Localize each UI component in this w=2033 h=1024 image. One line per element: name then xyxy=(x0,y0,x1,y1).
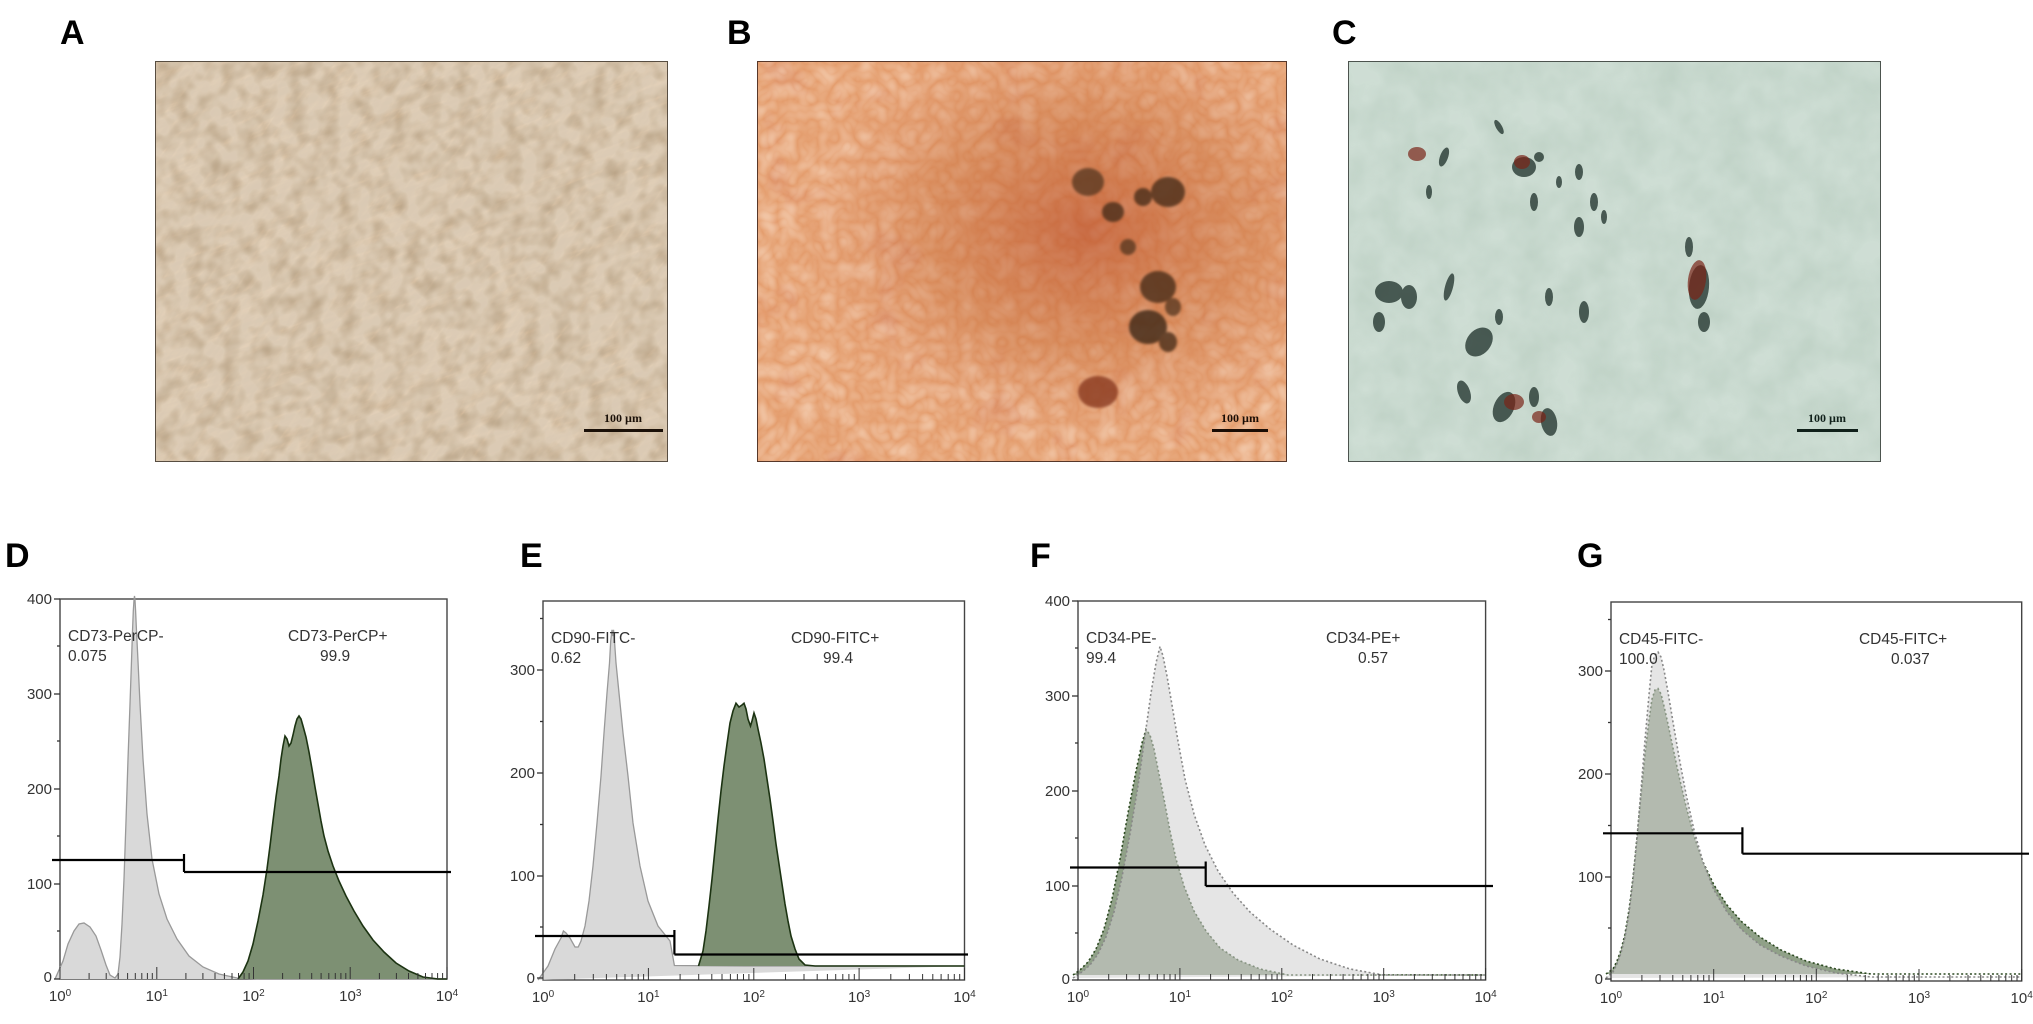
svg-text:0.57: 0.57 xyxy=(1358,650,1388,667)
svg-text:103: 103 xyxy=(1373,988,1396,1006)
svg-text:101: 101 xyxy=(146,988,169,1006)
svg-text:103: 103 xyxy=(847,989,870,1007)
svg-text:104: 104 xyxy=(2011,989,2033,1007)
svg-text:100: 100 xyxy=(27,876,52,893)
svg-text:100: 100 xyxy=(531,989,554,1007)
svg-text:104: 104 xyxy=(1475,988,1498,1006)
svg-text:0: 0 xyxy=(44,969,52,986)
svg-text:104: 104 xyxy=(953,989,976,1007)
svg-text:0.075: 0.075 xyxy=(68,648,107,665)
svg-text:99.9: 99.9 xyxy=(320,648,350,665)
svg-text:101: 101 xyxy=(1703,989,1726,1007)
svg-text:300: 300 xyxy=(27,686,52,703)
svg-text:99.4: 99.4 xyxy=(823,650,854,667)
svg-text:100: 100 xyxy=(49,988,72,1006)
svg-text:CD90-FITC-: CD90-FITC- xyxy=(551,630,635,647)
svg-text:300: 300 xyxy=(509,662,534,679)
svg-text:0.037: 0.037 xyxy=(1891,651,1930,668)
svg-text:400: 400 xyxy=(27,591,52,608)
svg-text:CD45-FITC+: CD45-FITC+ xyxy=(1859,631,1947,648)
svg-text:0: 0 xyxy=(1595,971,1603,988)
svg-text:300: 300 xyxy=(1578,663,1603,680)
svg-text:100 µm: 100 µm xyxy=(1808,411,1846,425)
svg-text:0: 0 xyxy=(526,970,534,987)
svg-text:100 µm: 100 µm xyxy=(604,411,642,425)
svg-text:0: 0 xyxy=(1062,971,1070,988)
svg-text:100 µm: 100 µm xyxy=(1221,411,1259,425)
svg-text:200: 200 xyxy=(1045,783,1070,800)
svg-text:102: 102 xyxy=(1805,989,1828,1007)
svg-text:101: 101 xyxy=(637,989,660,1007)
svg-text:100: 100 xyxy=(1600,989,1623,1007)
svg-text:99.4: 99.4 xyxy=(1086,650,1117,667)
svg-text:300: 300 xyxy=(1045,688,1070,705)
svg-text:100.0: 100.0 xyxy=(1619,651,1658,668)
svg-text:CD34-PE+: CD34-PE+ xyxy=(1326,630,1400,647)
svg-text:CD73-PerCP+: CD73-PerCP+ xyxy=(288,628,388,645)
svg-text:100: 100 xyxy=(509,868,534,885)
svg-text:400: 400 xyxy=(1045,593,1070,610)
svg-text:100: 100 xyxy=(1045,878,1070,895)
svg-text:103: 103 xyxy=(339,988,362,1006)
svg-text:200: 200 xyxy=(27,781,52,798)
svg-text:CD34-PE-: CD34-PE- xyxy=(1086,630,1157,647)
svg-text:102: 102 xyxy=(742,989,765,1007)
svg-text:100: 100 xyxy=(1578,869,1603,886)
svg-text:CD73-PerCP-: CD73-PerCP- xyxy=(68,628,164,645)
svg-text:CD90-FITC+: CD90-FITC+ xyxy=(791,630,879,647)
svg-text:100: 100 xyxy=(1067,988,1090,1006)
svg-text:101: 101 xyxy=(1169,988,1192,1006)
svg-text:200: 200 xyxy=(1578,766,1603,783)
svg-text:104: 104 xyxy=(436,988,459,1006)
svg-text:CD45-FITC-: CD45-FITC- xyxy=(1619,631,1703,648)
svg-text:102: 102 xyxy=(1271,988,1294,1006)
svg-text:200: 200 xyxy=(509,765,534,782)
svg-text:0.62: 0.62 xyxy=(551,650,581,667)
svg-text:102: 102 xyxy=(242,988,265,1006)
svg-text:103: 103 xyxy=(1908,989,1931,1007)
